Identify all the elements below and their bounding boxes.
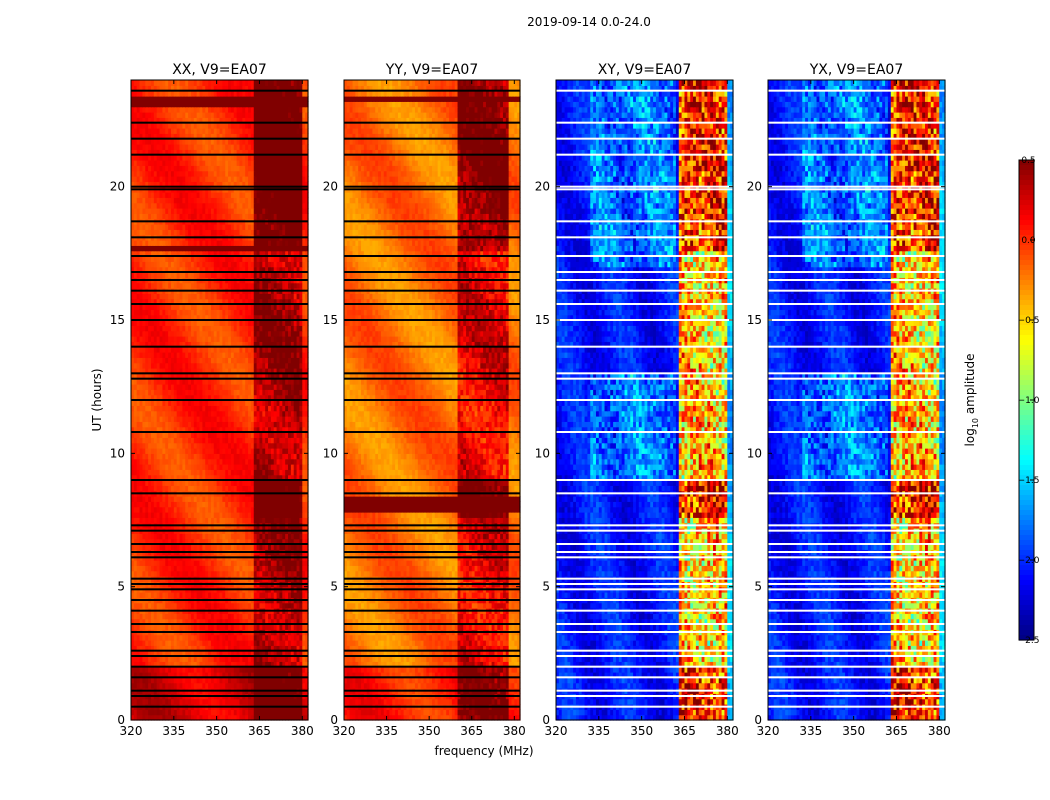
figure-title: 2019-09-14 0.0-24.0	[527, 15, 651, 29]
figure: 2019-09-14 0.0-24.0 XX, V9=EA07320 335 350…	[0, 0, 1050, 800]
